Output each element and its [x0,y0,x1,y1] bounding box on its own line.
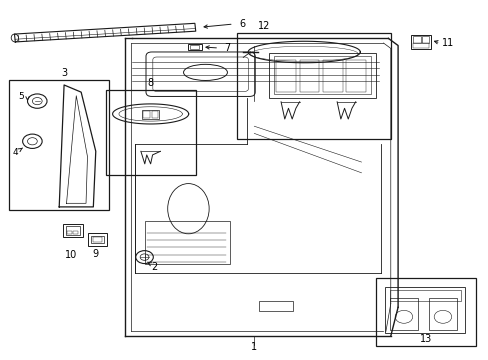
Bar [299,60,319,92]
Text: 9: 9 [93,249,99,259]
Bar [63,224,82,237]
Text: 6: 6 [239,19,244,29]
Text: 7: 7 [224,43,230,53]
Bar [273,56,370,94]
Bar [88,233,107,246]
Bar [151,112,158,118]
Bar [67,230,72,234]
Bar [188,44,202,50]
Bar [91,235,104,243]
Bar [9,80,109,211]
Text: 2: 2 [151,262,157,272]
Bar [410,35,430,49]
Text: 4: 4 [13,148,18,157]
Bar [268,53,375,98]
Bar [259,301,293,311]
Text: 8: 8 [147,78,153,88]
Bar [105,90,195,175]
Bar [144,221,229,264]
Bar [190,45,199,49]
Text: 11: 11 [441,38,453,48]
Bar [375,278,475,346]
Bar [384,287,465,333]
Text: 1: 1 [251,342,257,352]
Bar [389,298,417,330]
Text: 5: 5 [18,92,24,101]
Bar [412,43,428,48]
Bar [142,111,159,119]
Bar [237,33,390,139]
Text: 13: 13 [419,334,431,344]
Bar [276,60,295,92]
Bar [93,237,102,242]
Text: 3: 3 [61,68,67,78]
Bar [412,36,420,42]
Bar [66,226,80,235]
Bar [428,298,456,330]
Bar [421,36,428,42]
Bar [389,290,460,301]
Text: 12: 12 [257,21,270,31]
Bar [323,60,342,92]
Bar [73,230,78,234]
Text: 10: 10 [65,249,78,260]
Bar [346,60,365,92]
Bar [143,112,149,118]
